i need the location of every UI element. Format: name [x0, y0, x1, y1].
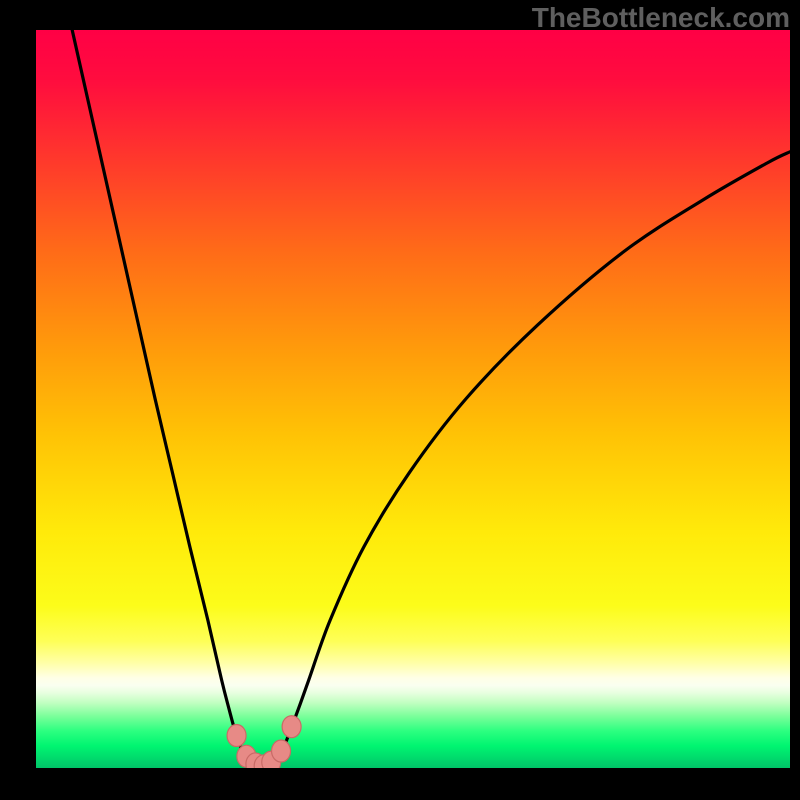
watermark-text: TheBottleneck.com	[532, 2, 790, 34]
data-marker	[227, 725, 246, 747]
bottleneck-chart	[0, 0, 800, 800]
data-marker	[272, 740, 291, 762]
data-marker	[282, 716, 301, 738]
gradient-plot-area	[36, 30, 790, 768]
